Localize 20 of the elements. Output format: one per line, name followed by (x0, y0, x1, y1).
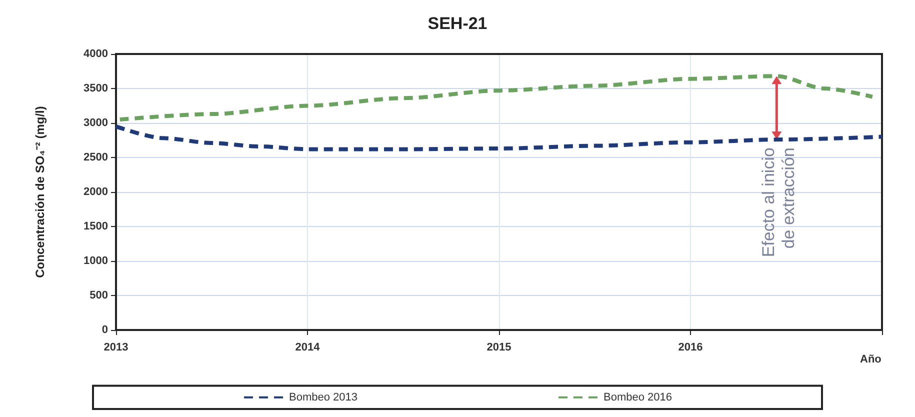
chart-title: SEH-21 (428, 14, 488, 33)
x-axis-title: Año (860, 354, 882, 366)
annotation: Efecto al inicio de extracción (759, 148, 798, 258)
y-tick-label: 4000 (84, 48, 108, 60)
y-tick-label: 1000 (84, 255, 108, 267)
legend-label: Bombeo 2016 (604, 391, 672, 404)
x-tick-label: 2014 (295, 342, 321, 354)
y-tick-label: 3500 (84, 82, 108, 94)
x-tick-label: 2015 (486, 342, 512, 354)
x-tick-label: 2013 (104, 342, 128, 354)
x-tick-label: 2016 (678, 342, 703, 354)
line-series (118, 74, 874, 122)
y-tick-label: 2000 (84, 186, 108, 198)
y-axis-title: Concentración de SO₄⁻² (mg/l) (33, 106, 47, 278)
y-tick-label: 1500 (84, 220, 108, 232)
legend-label: Bombeo 2013 (289, 391, 358, 404)
y-tick-label: 0 (102, 324, 108, 336)
y-tick-label: 2500 (84, 152, 108, 164)
y-tick-label: 500 (90, 290, 108, 302)
y-tick-label: 3000 (84, 117, 108, 129)
